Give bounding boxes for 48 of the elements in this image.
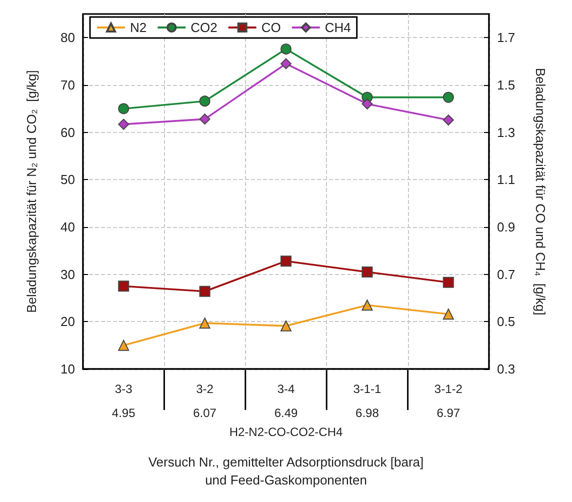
y-tick-label: 70 [60,78,75,92]
point [199,318,210,329]
point [442,276,454,288]
y2-tick-label: 0.3 [497,362,516,376]
point [118,103,130,114]
y-tick-label: 80 [60,30,75,46]
point [199,114,210,125]
x-tick-label: 3-1-2 6.97 [434,382,463,420]
y2-tick-label: 1.3 [497,124,516,140]
y-tick-label: 10 [60,362,75,376]
point [280,58,292,70]
y2-tick-label: 1.5 [497,78,516,92]
y2-tick-label: 1.1 [497,172,516,188]
point [442,308,454,320]
x-tick-label: 3-4 6.49 [274,382,298,420]
x-tick-label: 3-3 4.95 [112,382,136,420]
legend-label: N2 [130,20,147,35]
point [118,280,130,292]
y-tick-label: 50 [60,172,75,188]
point [280,256,292,267]
y2-tick-label: 0.7 [497,266,516,282]
legend-label: CO2 [190,20,218,35]
point [362,300,373,311]
point [362,98,373,110]
y-tick-label: 30 [60,266,75,282]
y2-tick-label: 0.5 [497,314,516,330]
y2-tick-label: 1.7 [497,30,516,46]
x-tick-label: 3-1-1 6.98 [353,382,382,420]
point [118,118,130,130]
x-tick-label: 3-2 6.07 [193,382,217,420]
point [280,320,292,332]
y-tick-label: 40 [60,220,75,234]
legend-label: CO [261,20,281,35]
point [442,114,454,126]
point [199,96,210,107]
y-tick-label: 60 [60,124,75,140]
point [280,44,292,55]
legend-label: CH4 [324,20,351,35]
y-axis-title: Beladungskapazität für N₂ und CO₂ [g/kg] [24,70,39,313]
y2-axis-title: Beladungskapazität für CO und CH₄ [g/kg] [533,68,548,316]
y2-tick-label: 0.9 [497,220,516,234]
point [362,266,373,278]
x-axis-title: Versuch Nr., gemittelter Adsorptionsdruck [bara] und Feed-Gaskomponenten [148,454,424,488]
point [199,286,210,297]
text: H2-N2-CO-CO2-CH4 [229,425,343,439]
y-tick-label: 20 [60,314,75,330]
point [118,340,130,351]
point [442,92,454,103]
